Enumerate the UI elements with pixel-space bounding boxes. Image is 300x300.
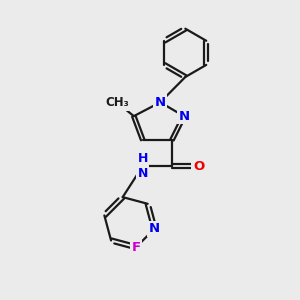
Text: H
N: H N xyxy=(137,152,148,180)
Text: N: N xyxy=(155,96,166,109)
Text: F: F xyxy=(131,241,141,254)
Text: N: N xyxy=(178,110,189,123)
Text: O: O xyxy=(193,160,204,173)
Text: N: N xyxy=(149,222,160,235)
Text: CH₃: CH₃ xyxy=(106,96,130,110)
